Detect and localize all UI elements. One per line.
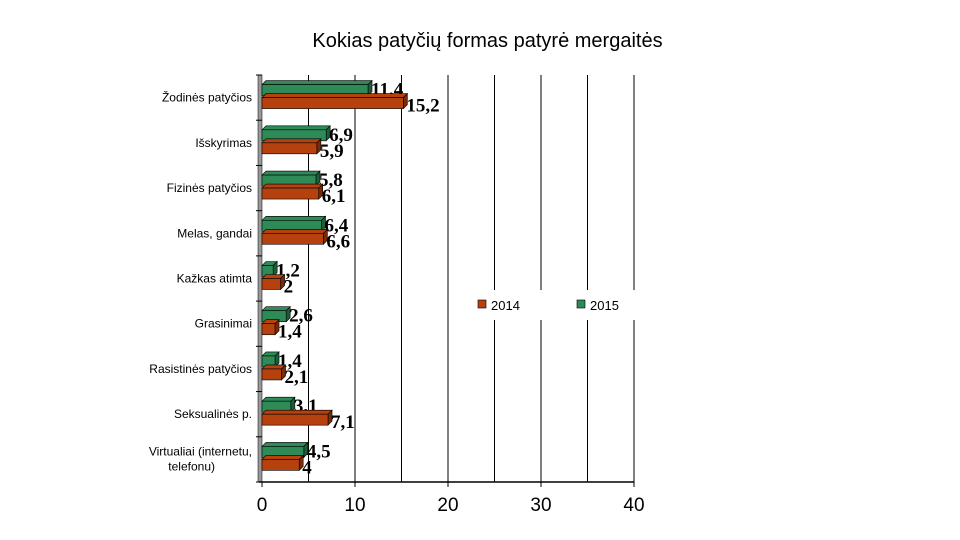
category-label: Melas, gandai — [177, 226, 252, 240]
data-label: 5,8 — [319, 170, 343, 191]
category-label: Kažkas atimta — [177, 272, 253, 286]
bar-2014 — [261, 323, 276, 336]
category-label: Virtualiai (internetu, telefonu) — [149, 444, 252, 473]
bar-2014 — [261, 187, 320, 200]
y-axis-wall — [257, 74, 263, 483]
legend-swatch-2015 — [576, 299, 586, 309]
bar-top — [261, 93, 409, 98]
x-tick-label: 10 — [344, 495, 365, 516]
bar-top — [261, 396, 296, 402]
category-label: Išskyrimas — [195, 136, 252, 150]
bar-top — [261, 306, 291, 312]
bar-top — [261, 170, 321, 176]
data-label: 2,1 — [285, 367, 309, 388]
x-tick-label: 30 — [530, 495, 551, 516]
bar-2014 — [261, 413, 329, 426]
data-label: 6,9 — [329, 125, 353, 146]
data-label: 2,6 — [289, 306, 313, 327]
data-label: 6,1 — [322, 186, 346, 207]
bar-2014 — [261, 459, 300, 471]
data-label: 6,6 — [326, 231, 350, 252]
chart-title: Kokias patyčių formas patyrė mergaitės — [312, 30, 663, 52]
bar-2014 — [261, 232, 324, 245]
data-label: 4,5 — [307, 441, 331, 462]
legend-box — [466, 290, 640, 320]
data-label: 4 — [302, 457, 312, 478]
legend-swatch-2014 — [477, 299, 487, 309]
category-label: Fizinės patyčios — [167, 181, 252, 195]
bar-top — [261, 228, 329, 234]
bar-top — [261, 215, 327, 221]
data-label: 1,4 — [278, 322, 302, 343]
data-label: 5,9 — [320, 141, 344, 162]
bar-top — [261, 125, 331, 131]
bar-2014 — [261, 278, 281, 290]
data-label: 15,2 — [406, 96, 439, 117]
bar-top — [261, 455, 304, 460]
x-tick-label: 0 — [257, 495, 268, 516]
legend-label-2014: 2014 — [491, 298, 520, 313]
category-label: Žodinės patyčios — [162, 90, 252, 105]
data-label: 7,1 — [331, 412, 355, 433]
category-label: Seksualinės p. — [174, 407, 252, 421]
x-tick-label: 20 — [437, 495, 458, 516]
bar-top — [261, 138, 322, 144]
category-label: Grasinimai — [195, 317, 252, 331]
category-label: Rasistinės patyčios — [149, 362, 252, 376]
bar-2014 — [261, 368, 282, 381]
data-label: 6,4 — [325, 215, 349, 236]
bar-top — [261, 80, 373, 85]
bar-2014 — [261, 142, 318, 155]
bar-2014 — [261, 97, 404, 109]
bar-top — [261, 183, 324, 189]
bar-top — [261, 442, 309, 447]
x-tick-label: 40 — [623, 495, 644, 516]
data-label: 2 — [284, 277, 294, 298]
bar-top — [261, 409, 333, 415]
legend-label-2015: 2015 — [590, 298, 619, 313]
